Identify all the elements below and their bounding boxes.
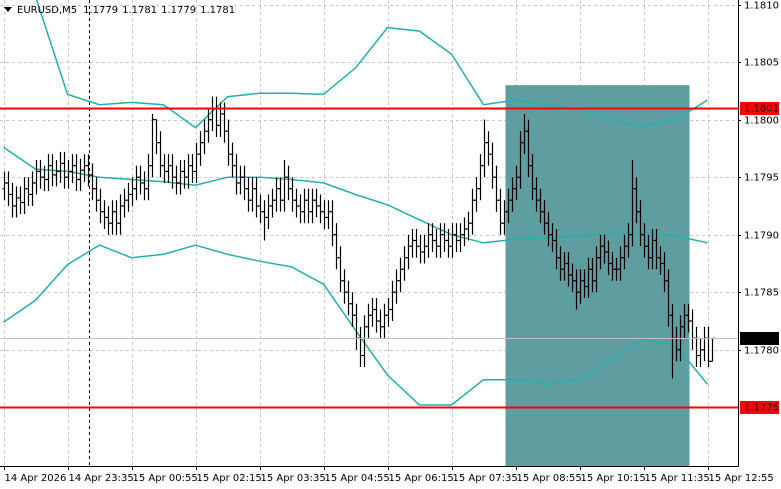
x-tick-label: 15 Apr 10:15 — [581, 473, 646, 484]
header-high: 1.1781 — [122, 5, 157, 16]
x-tick-label: 15 Apr 11:35 — [645, 473, 710, 484]
levels-layer — [0, 107, 738, 409]
band-lower — [3, 244, 709, 406]
level-label-box — [740, 102, 779, 115]
header-open: 1.1779 — [83, 5, 118, 16]
y-tick-label: 1.1810 — [744, 1, 779, 12]
band-upper — [35, 0, 708, 129]
y-tick-label: 1.1790 — [744, 231, 779, 242]
x-tick-label: 15 Apr 08:55 — [517, 473, 582, 484]
x-tick-label: 15 Apr 02:15 — [197, 473, 262, 484]
level-label: 1.1801 — [744, 104, 779, 115]
x-tick-label: 15 Apr 04:55 — [325, 473, 390, 484]
header: EURUSD,M5 1.1779 1.1781 1.1779 1.1781 — [17, 5, 235, 16]
x-tick-label: 15 Apr 07:35 — [453, 473, 518, 484]
axis-layer: 1.1780 1.1785 1.1790 1.1795 1.1800 1.1805 1.18… — [4, 1, 779, 484]
price-label-box — [740, 332, 779, 345]
bands-layer — [3, 0, 709, 406]
level-label: 1.1775 — [744, 403, 779, 414]
zone-layer — [505, 85, 690, 466]
highlight-zone — [505, 85, 690, 466]
x-tick-label: 14 Apr 2026 — [5, 473, 67, 484]
menu-triangle[interactable] — [4, 7, 12, 12]
price-label: 1.1781 — [744, 334, 779, 345]
grid-layer — [0, 0, 738, 466]
y-tick-label: 1.1795 — [744, 173, 779, 184]
x-tick-label: 15 Apr 03:35 — [261, 473, 326, 484]
level-label-box — [740, 401, 779, 414]
symbol-title: EURUSD,M5 — [17, 5, 77, 16]
header-low: 1.1779 — [161, 5, 196, 16]
x-tick-label: 15 Apr 12:55 — [709, 473, 774, 484]
y-tick-label: 1.1785 — [744, 288, 779, 299]
y-tick-label: 1.1800 — [744, 116, 779, 127]
x-tick-label: 15 Apr 06:15 — [389, 473, 454, 484]
y-tick-label: 1.1805 — [744, 58, 779, 69]
x-tick-label: 14 Apr 23:35 — [69, 473, 134, 484]
band-middle — [3, 146, 708, 244]
x-tick-label: 15 Apr 00:55 — [133, 473, 198, 484]
header-close: 1.1781 — [200, 5, 235, 16]
y-tick-label: 1.1780 — [744, 346, 779, 357]
